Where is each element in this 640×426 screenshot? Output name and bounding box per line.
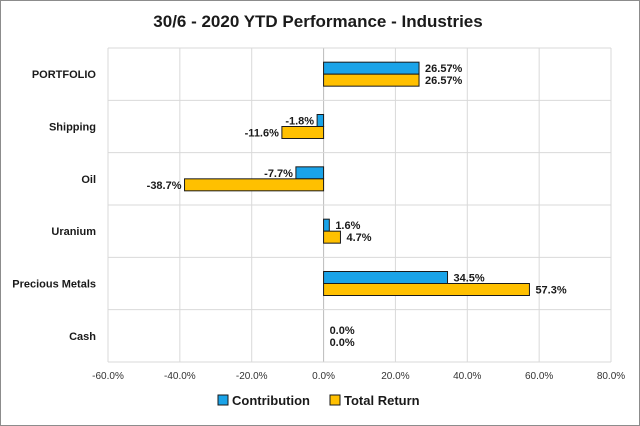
category-label: PORTFOLIO — [32, 69, 97, 81]
legend-label: Total Return — [344, 393, 420, 408]
data-label: 4.7% — [346, 232, 371, 244]
data-label: -7.7% — [264, 168, 293, 180]
data-label: 34.5% — [454, 273, 485, 285]
category-labels: PORTFOLIO Shipping Oil Uranium Precious Meta… — [12, 69, 96, 343]
data-labels: 26.57%26.57% -1.8% -11.6% -7.7% -38.7% 1.6%4.… — [147, 63, 567, 349]
bar-contribution — [323, 218, 330, 232]
x-tick-label: -20.0% — [236, 371, 268, 382]
category-label: Cash — [69, 331, 96, 343]
category-label: Uranium — [51, 226, 96, 238]
bars — [184, 61, 530, 296]
category-label: Shipping — [49, 122, 96, 134]
bar-contribution — [323, 61, 420, 75]
x-tick-label: 20.0% — [381, 371, 409, 382]
category-separators — [108, 47, 611, 363]
x-tick-label: 80.0% — [597, 371, 625, 382]
x-tick-label: 40.0% — [453, 371, 481, 382]
bar-contribution — [316, 114, 325, 127]
legend-swatch — [217, 394, 229, 406]
bar-total-return — [323, 230, 341, 244]
bar-contribution — [323, 271, 449, 284]
data-label: -1.8% — [285, 116, 314, 128]
legend-swatch — [329, 394, 341, 406]
x-tick-label: 60.0% — [525, 371, 553, 382]
data-label: 0.0% — [330, 337, 355, 349]
data-label: 26.57% — [425, 75, 463, 87]
bar-total-return — [281, 126, 325, 139]
bar-contribution — [295, 166, 325, 180]
x-tick-label: -40.0% — [164, 371, 196, 382]
x-tick-label: -60.0% — [92, 371, 124, 382]
chart-title: 30/6 - 2020 YTD Performance - Industries — [153, 12, 482, 31]
data-label: 57.3% — [535, 285, 566, 297]
x-tick-label: 0.0% — [312, 371, 335, 382]
data-label: -38.7% — [147, 180, 182, 192]
category-label: Oil — [81, 174, 96, 186]
data-label: -11.6% — [245, 128, 279, 140]
bar-total-return — [184, 178, 325, 192]
bar-total-return — [323, 283, 530, 296]
data-label: 26.57% — [425, 63, 463, 75]
x-tick-labels: -60.0% -40.0% -20.0% 0.0% 20.0% 40.0% 60.0% 80.… — [92, 371, 625, 382]
bar-total-return — [323, 73, 420, 87]
category-label: Precious Metals — [12, 279, 96, 291]
legend: Contribution Total Return — [217, 393, 420, 408]
legend-label: Contribution — [232, 393, 310, 408]
data-label: 0.0% — [330, 325, 355, 337]
data-label: 1.6% — [335, 220, 360, 232]
